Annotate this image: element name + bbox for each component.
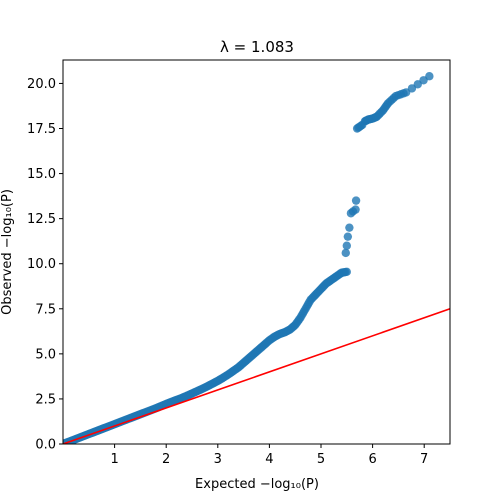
x-tick-label: 2 <box>162 452 170 467</box>
y-tick-label: 5.0 <box>35 347 56 362</box>
x-tick-label: 3 <box>214 452 222 467</box>
y-tick-label: 0.0 <box>35 438 56 453</box>
y-axis-label: Observed −log₁₀(P) <box>0 189 15 315</box>
x-axis-label: Expected −log₁₀(P) <box>195 477 319 492</box>
data-point <box>343 232 353 241</box>
y-tick-label: 17.5 <box>27 122 56 137</box>
y-tick-label: 20.0 <box>27 77 56 92</box>
x-axis-ticks: 1 2 3 4 5 6 7 <box>110 444 428 467</box>
y-tick-label: 15.0 <box>27 167 56 182</box>
x-tick-label: 7 <box>420 452 428 467</box>
x-tick-label: 1 <box>110 452 118 467</box>
data-point <box>425 72 434 81</box>
x-tick-label: 4 <box>265 452 273 467</box>
data-point <box>351 205 360 214</box>
y-tick-label: 10.0 <box>27 257 56 272</box>
plot-frame <box>62 59 451 445</box>
y-tick-label: 7.5 <box>35 302 56 317</box>
y-tick-label: 12.5 <box>27 212 56 227</box>
data-points-layer <box>63 72 450 444</box>
data-point <box>342 267 351 277</box>
chart-title: λ = 1.083 <box>220 38 294 56</box>
x-tick-label: 5 <box>317 452 325 467</box>
reference-line <box>63 308 450 444</box>
data-point <box>345 223 354 232</box>
y-axis-ticks: 0.0 2.5 5.0 7.5 10.0 12.5 15.0 17.5 20.0 <box>27 77 63 453</box>
data-point <box>351 196 361 205</box>
y-tick-label: 2.5 <box>35 392 56 407</box>
data-point <box>342 241 351 250</box>
x-tick-label: 6 <box>368 452 376 467</box>
data-point <box>341 248 350 258</box>
